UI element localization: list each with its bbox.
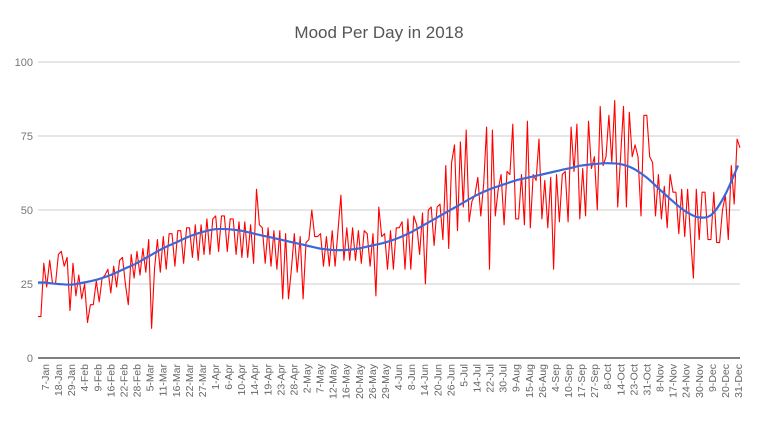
x-tick-label: 19-Apr [262,363,274,395]
trendline [37,162,740,286]
x-tick-label: 22-Jul [485,364,497,393]
x-tick-label: 30-Nov [694,363,706,398]
y-tick-label: 25 [21,279,33,291]
x-tick-label: 27-Sep [589,364,601,398]
x-tick-label: 16-Feb [105,364,117,397]
y-tick-label: 75 [21,131,33,143]
x-tick-label: 14-Jul [471,364,483,393]
y-tick-label: 100 [15,57,33,69]
x-tick-label: 16-May [341,363,353,399]
x-tick-label: 26-May [367,363,379,399]
x-tick-label: 16-Mar [171,364,183,398]
y-tick-label: 0 [27,353,33,365]
x-tick-label: 9-Feb [92,364,104,392]
x-tick-label: 10-Sep [563,364,575,398]
y-tick-label: 50 [21,205,33,217]
x-tick-label: 14-Oct [615,364,627,396]
x-tick-label: 9-Aug [511,364,523,392]
x-tick-label: 14-Jun [419,364,431,396]
x-tick-label: 24-Nov [681,363,693,398]
x-tick-label: 5-Mar [145,363,157,391]
chart-title: Mood Per Day in 2018 [294,23,463,42]
x-tick-label: 31-Dec [733,364,745,398]
x-tick-label: 1-Apr [210,364,222,390]
x-tick-label: 27-Mar [197,364,209,398]
x-tick-label: 10-Apr [236,363,248,395]
x-tick-label: 6-Apr [223,364,235,390]
x-tick-label: 4-Jun [393,364,405,390]
x-tick-label: 31-Oct [641,364,653,396]
x-tick-label: 15-Aug [524,364,536,398]
x-tick-label: 8-Nov [655,363,667,392]
x-tick-label: 8-Jun [406,364,418,390]
x-tick-label: 17-Sep [576,364,588,398]
x-tick-label: 4-Feb [79,364,91,392]
x-tick-label: 14-Apr [249,363,261,395]
x-tick-label: 4-Sep [550,364,562,392]
x-tick-label: 20-Jun [432,364,444,396]
x-tick-label: 23-Oct [628,364,640,396]
x-tick-label: 30-Jul [498,364,510,393]
x-tick-label: 29-May [380,363,392,399]
x-tick-label: 17-Nov [668,363,680,398]
x-tick-label: 7-May [315,363,327,393]
x-tick-label: 22-Mar [184,364,196,398]
x-tick-label: 2-May [302,363,314,393]
mood-series-line [38,99,741,329]
x-tick-label: 22-Feb [118,364,130,397]
x-tick-label: 11-Mar [158,364,170,397]
x-tick-label: 26-Jun [445,364,457,396]
x-tick-label: 8-Oct [602,364,614,390]
x-tick-label: 12-May [328,363,340,399]
x-tick-label: 28-Apr [288,363,300,395]
x-tick-label: 7-Jan [40,364,52,390]
x-tick-label: 20-Dec [720,364,732,398]
x-tick-label: 23-Apr [275,363,287,395]
x-tick-label: 9-Dec [707,364,719,392]
x-tick-label: 29-Jan [66,364,78,396]
x-tick-label: 28-Feb [132,364,144,397]
x-tick-label: 20-May [354,363,366,399]
x-tick-label: 26-Aug [537,364,549,398]
x-tick-label: 5-Jul [458,364,470,387]
x-tick-label: 18-Jan [53,364,65,396]
